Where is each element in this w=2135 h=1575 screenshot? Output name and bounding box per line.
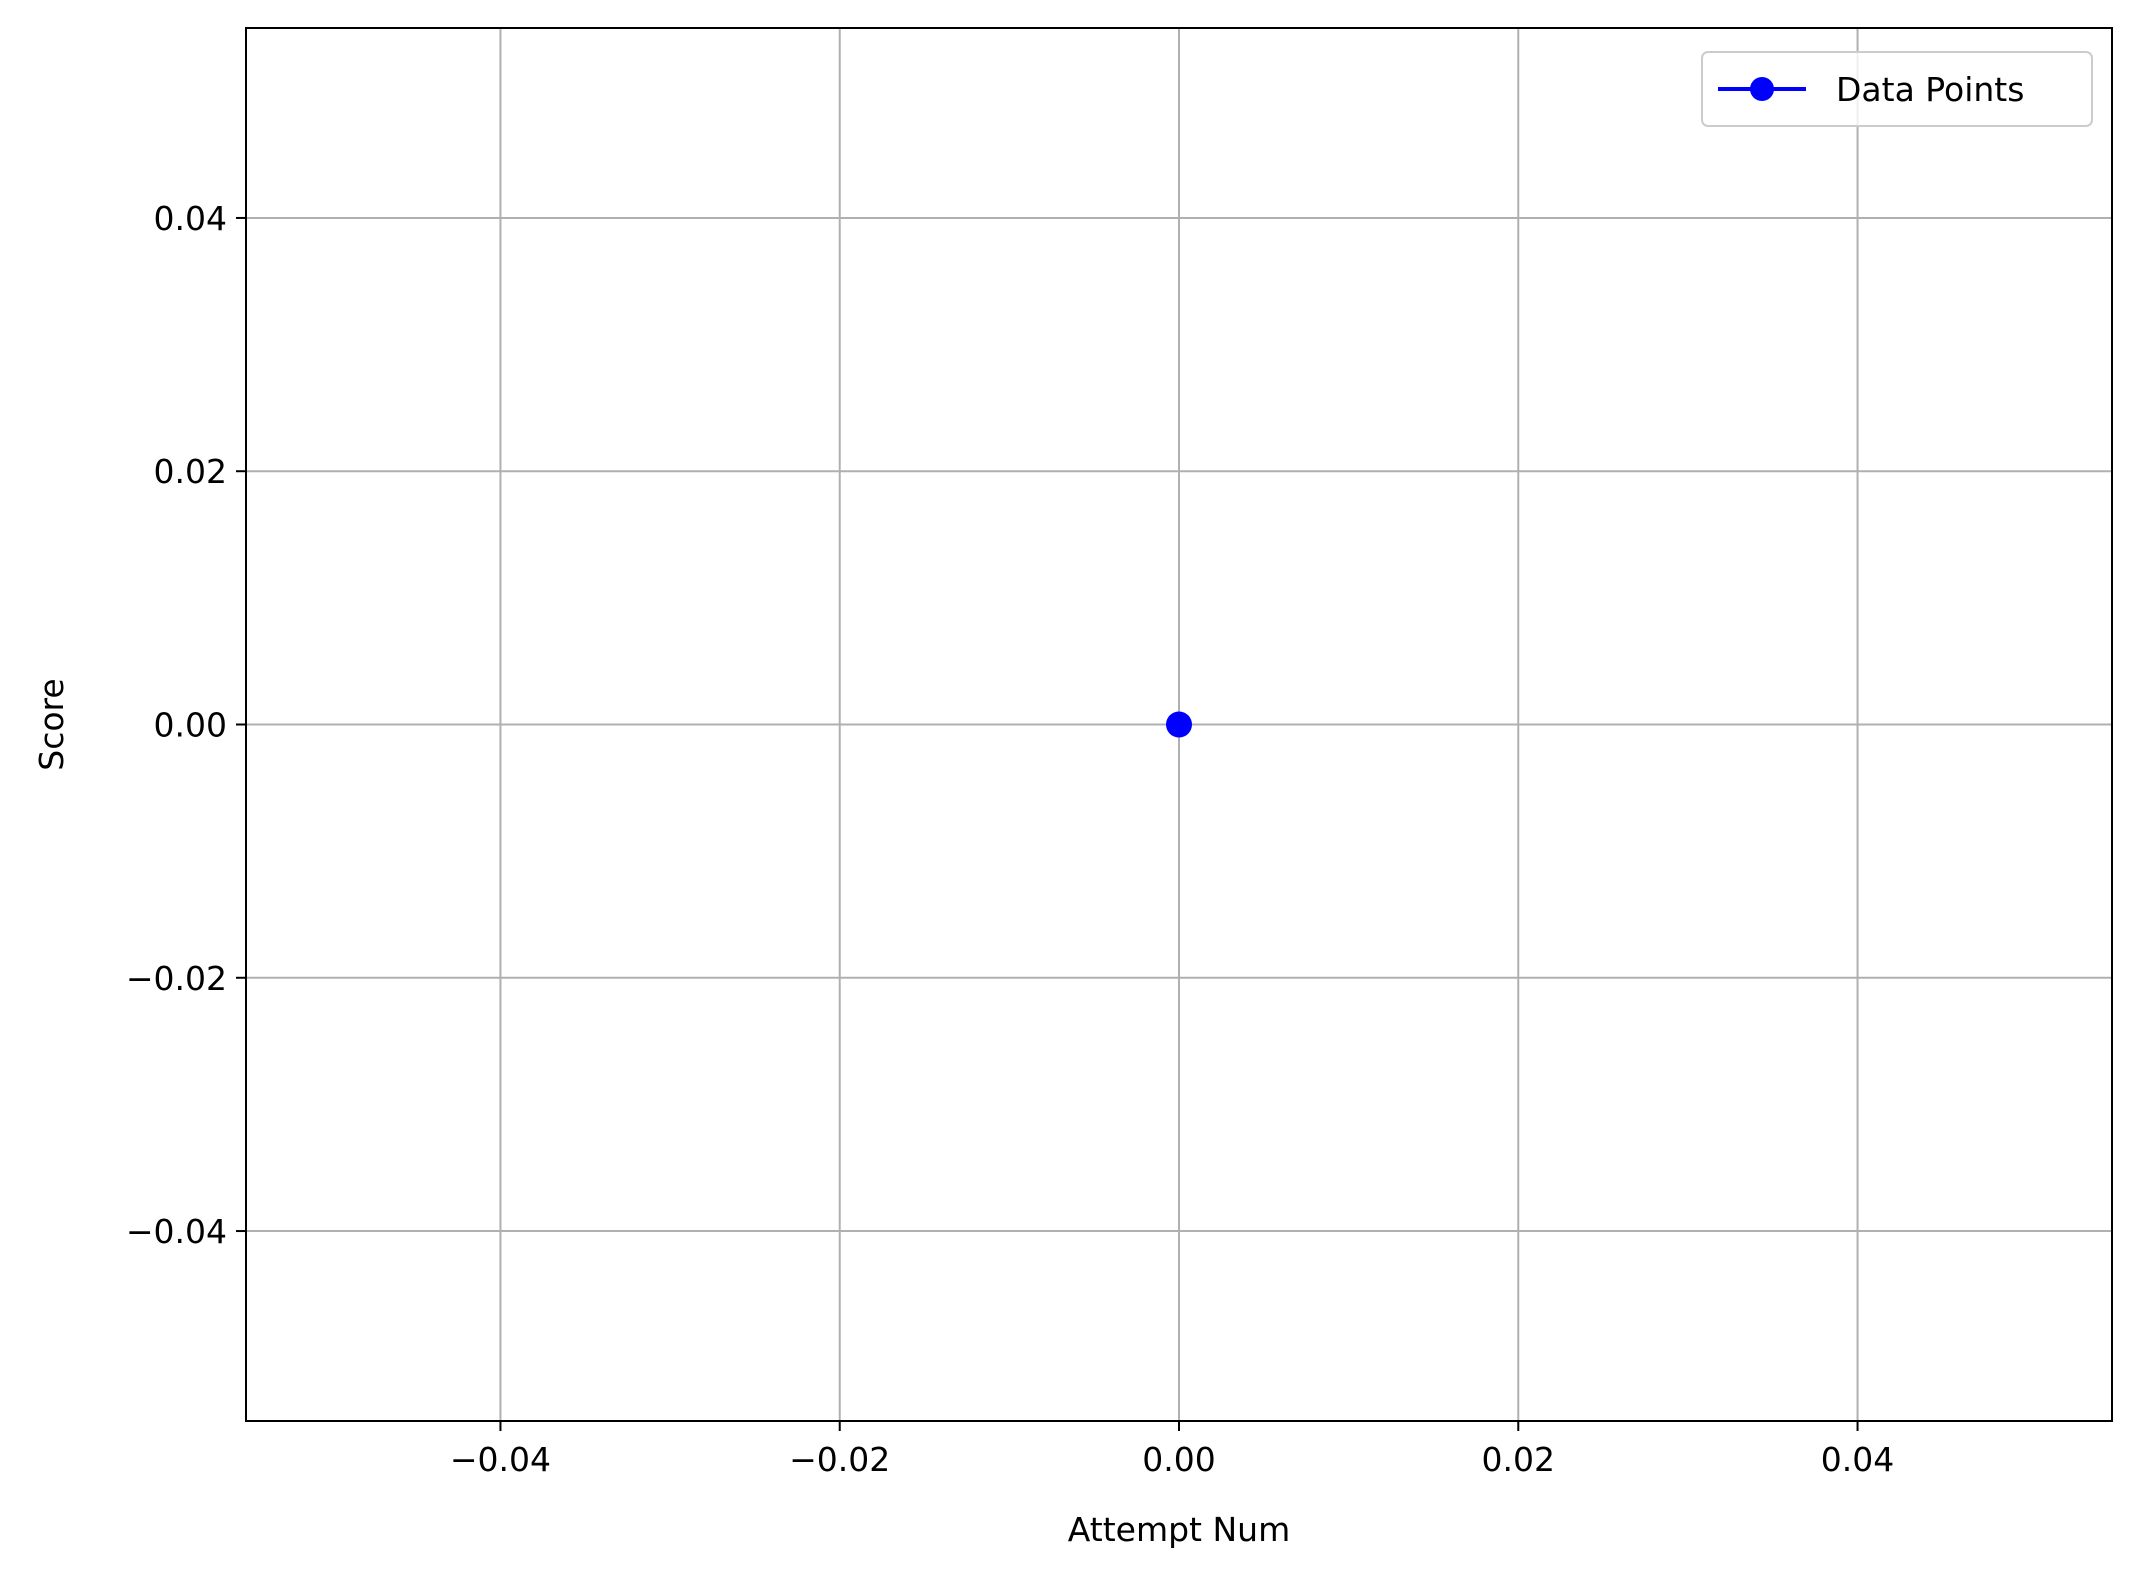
y-axis-label: Score — [32, 678, 71, 770]
x-tick-label: 0.00 — [1142, 1440, 1215, 1479]
x-tick-label: 0.02 — [1482, 1440, 1555, 1479]
x-axis-label: Attempt Num — [1068, 1510, 1290, 1549]
y-tick-label: −0.04 — [126, 1212, 227, 1251]
ticks: −0.04 −0.02 0.00 0.02 0.04 −0.04 −0.02 0.00 0.02… — [126, 199, 1894, 1479]
legend-box — [1701, 51, 2093, 127]
data-point — [1166, 711, 1192, 738]
y-tick-label: 0.00 — [154, 706, 227, 745]
legend-marker-swatch — [1750, 77, 1774, 101]
grid — [246, 28, 2112, 1421]
x-tick-label: −0.04 — [450, 1440, 551, 1479]
legend: Data Points — [1701, 51, 2093, 127]
y-tick-label: 0.04 — [154, 199, 227, 238]
x-tick-label: −0.02 — [789, 1440, 890, 1479]
legend-label: Data Points — [1836, 70, 2024, 109]
series — [1166, 711, 1192, 738]
y-tick-label: −0.02 — [126, 959, 227, 998]
y-tick-label: 0.02 — [154, 452, 227, 491]
x-tick-label: 0.04 — [1821, 1440, 1894, 1479]
